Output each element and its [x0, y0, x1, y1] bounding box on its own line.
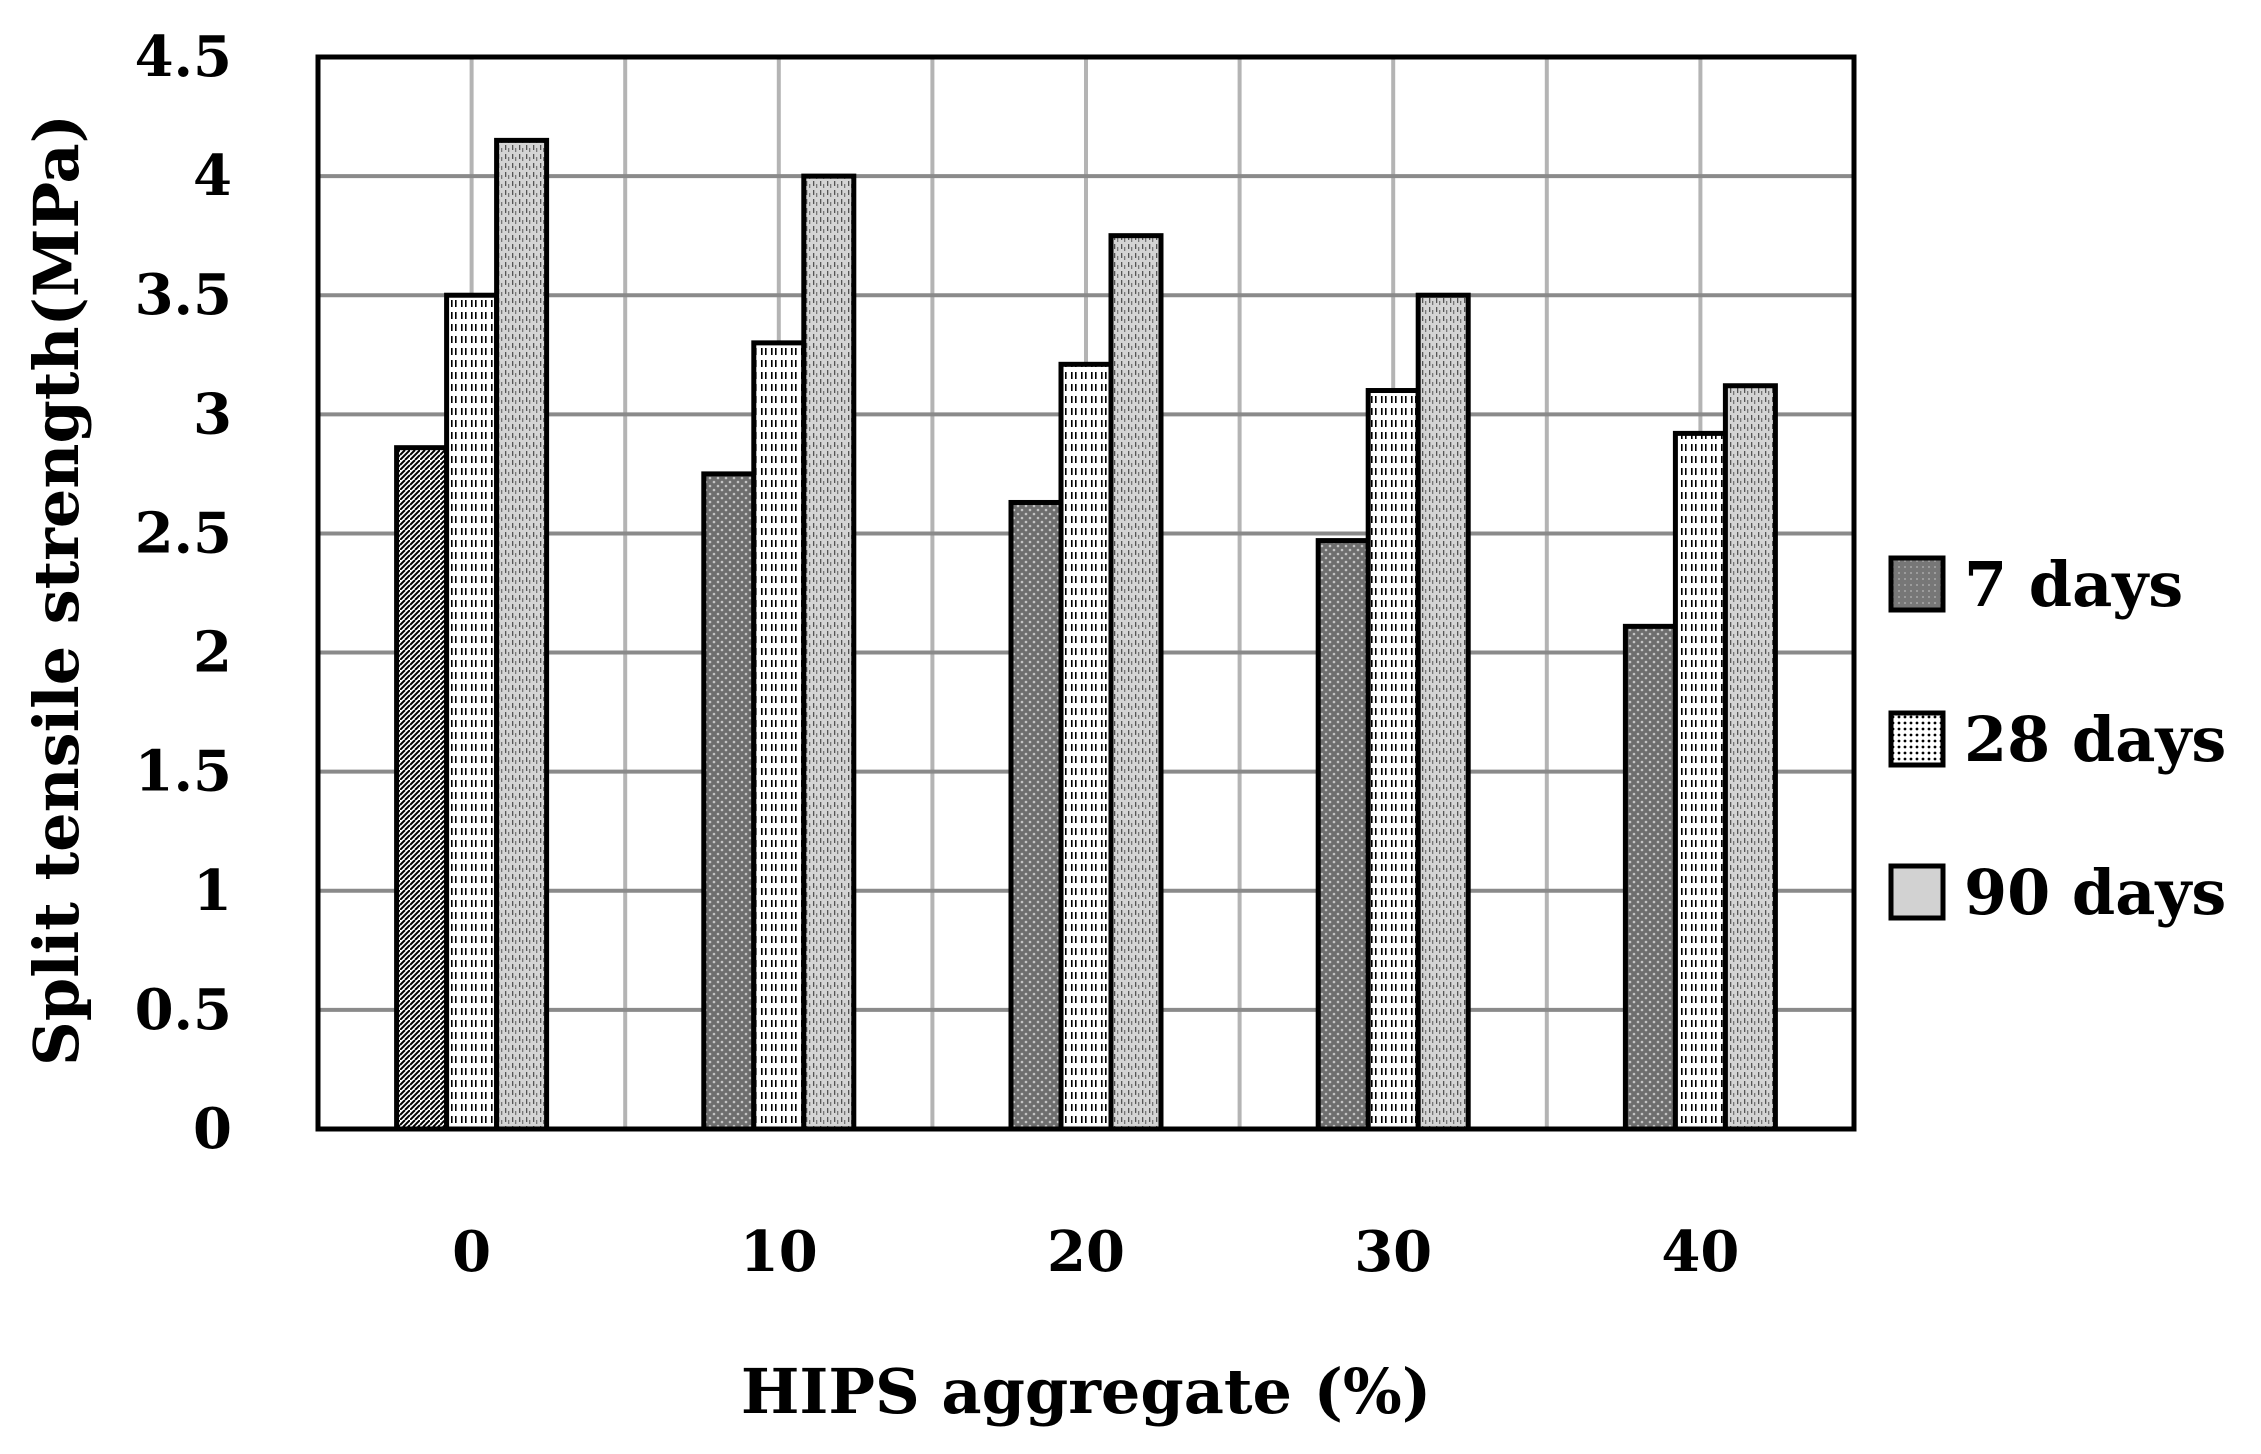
legend-swatch [1888, 863, 1946, 921]
y-axis-ticks: 0 0.5 1 1.5 2 2.5 3 3.5 4 4.5 [135, 24, 232, 1162]
x-axis-title: HIPS aggregate (%) [741, 1355, 1431, 1428]
y-tick-label: 3 [193, 381, 232, 447]
x-tick-label: 0 [452, 1219, 491, 1285]
bar-7-days [394, 445, 450, 1132]
bar-7-days [701, 471, 757, 1132]
legend: 7 days 28 days 90 days [1888, 548, 2226, 929]
legend-label: 7 days [1964, 548, 2183, 621]
y-tick-label: 2.5 [135, 500, 232, 566]
x-tick-label: 10 [740, 1219, 818, 1285]
bar-28-days [1365, 388, 1421, 1132]
bar-90-days [1108, 233, 1164, 1132]
plot-area-border [315, 54, 1857, 1132]
bar-90-days [1722, 383, 1778, 1132]
bar-28-days [1672, 430, 1728, 1132]
x-axis-ticks: 0 10 20 30 40 [452, 1219, 1739, 1285]
y-tick-label: 3.5 [135, 262, 232, 328]
bar-28-days [751, 340, 807, 1132]
y-axis-title: Split tensile strength(MPa) [20, 114, 93, 1066]
legend-swatch [1888, 555, 1946, 613]
x-tick-label: 40 [1661, 1219, 1739, 1285]
bar-28-days [1058, 361, 1114, 1132]
y-tick-label: 2 [193, 620, 232, 686]
bar-7-days [1315, 538, 1371, 1132]
bar-28-days [444, 292, 500, 1132]
bar-90-days [1415, 292, 1471, 1132]
bar-7-days [1008, 499, 1064, 1132]
bar-7-days [1622, 623, 1678, 1132]
x-tick-label: 30 [1354, 1219, 1432, 1285]
legend-label: 90 days [1964, 856, 2226, 929]
legend-swatch [1888, 710, 1946, 768]
legend-label: 28 days [1964, 703, 2226, 776]
x-tick-label: 20 [1047, 1219, 1125, 1285]
y-tick-label: 0 [193, 1096, 232, 1162]
y-tick-label: 1.5 [135, 739, 232, 805]
y-tick-label: 0.5 [135, 977, 232, 1043]
bar-90-days [801, 173, 857, 1132]
bars [394, 137, 1778, 1132]
y-tick-label: 4 [193, 143, 232, 209]
y-tick-label: 1 [193, 858, 232, 924]
bar-90-days [494, 137, 550, 1132]
y-tick-label: 4.5 [135, 24, 232, 90]
